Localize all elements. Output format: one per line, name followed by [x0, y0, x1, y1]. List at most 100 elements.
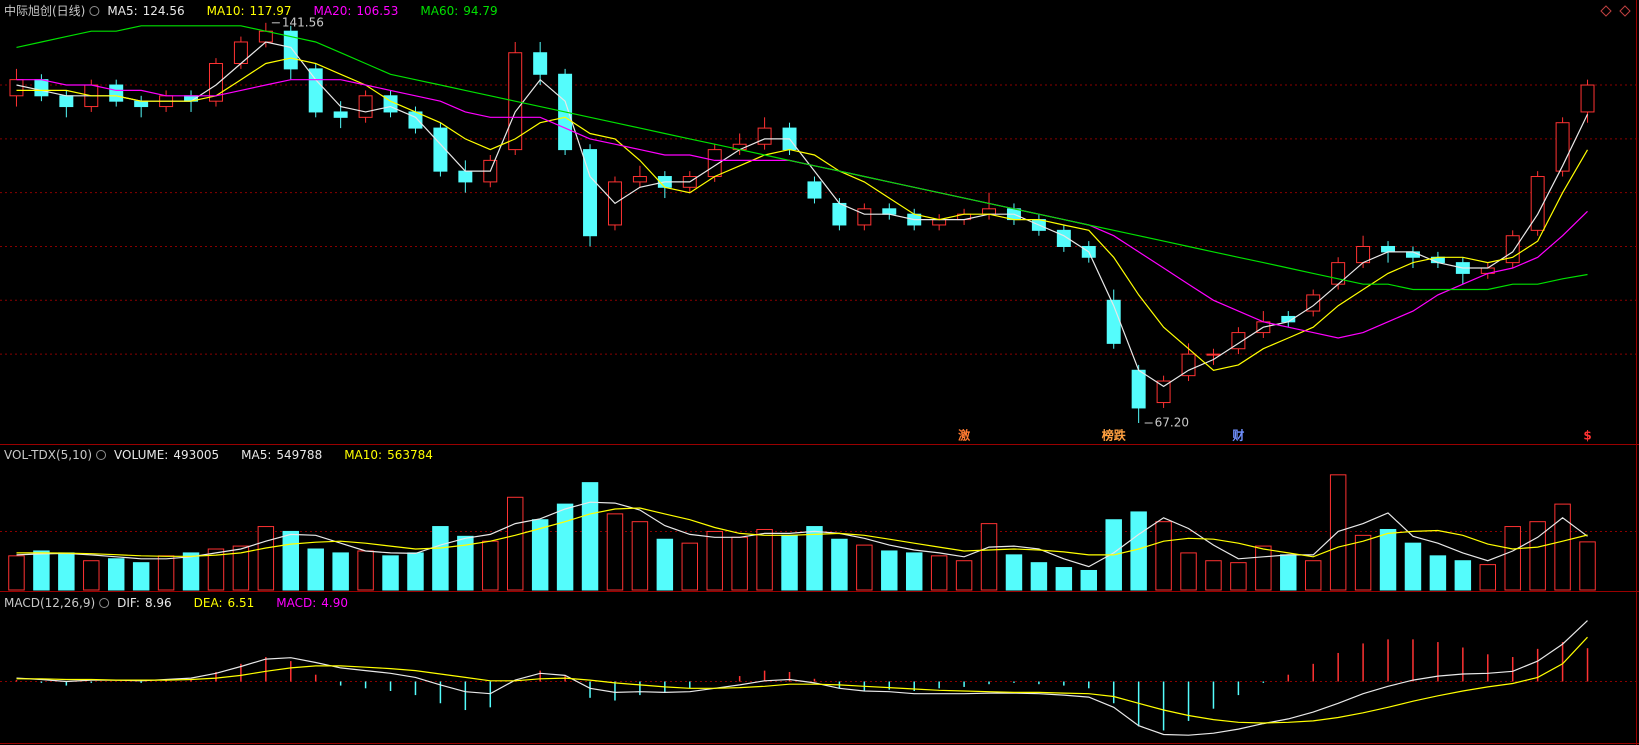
- volume-bar: [33, 550, 50, 591]
- volume-bar: [482, 540, 499, 591]
- candle-body: [1381, 245, 1396, 253]
- candle-body: [208, 63, 223, 102]
- ma-line: [16, 636, 1588, 724]
- legend-value: 106.53: [356, 4, 398, 18]
- candle-body: [1505, 235, 1520, 264]
- event-marker: 财: [1231, 428, 1244, 443]
- volume-bar: [307, 548, 324, 591]
- legend: 中际旭创(日线) MA5: 124.56 MA10: 117.97 MA20: 106.53…: [4, 3, 498, 18]
- candle-body: [1306, 294, 1321, 312]
- candle-body: [433, 127, 448, 172]
- candle-body: [34, 79, 49, 97]
- legend-name: MACD:: [276, 596, 316, 610]
- volume-bar: [1005, 554, 1023, 591]
- volume-bar: [531, 519, 549, 591]
- candle-body: [1156, 380, 1171, 404]
- volume-bar: [1180, 552, 1197, 591]
- volume-bar: [1155, 521, 1172, 591]
- volume-bar: [1379, 528, 1397, 591]
- volume-bar: [8, 555, 25, 591]
- event-marker: 榜跌: [1102, 428, 1127, 443]
- volume-bar: [1404, 542, 1422, 591]
- event-marker: 激: [958, 428, 970, 443]
- volume-bar: [257, 526, 275, 591]
- volume-bar: [1579, 541, 1596, 591]
- volume-bar: [457, 535, 474, 591]
- volume-bar: [132, 562, 150, 591]
- legend-name: MA5:: [241, 448, 271, 462]
- candle-body: [109, 84, 124, 102]
- candle-body: [258, 30, 273, 43]
- legend: VOL-TDX(5,10) VOLUME: 493005 MA5: 549788 MA10…: [4, 448, 433, 462]
- volume-bar: [706, 530, 723, 591]
- candle-body: [882, 208, 897, 215]
- legend-value: 493005: [173, 448, 219, 462]
- dropdown-icon[interactable]: [89, 6, 100, 16]
- legend-value: 117.97: [250, 4, 292, 18]
- volume-bar: [731, 536, 748, 591]
- volume-bar: [1329, 474, 1347, 591]
- volume-bar: [1504, 526, 1521, 591]
- volume-bar: [107, 558, 125, 591]
- candle-body: [458, 170, 473, 183]
- volume-bar: [930, 555, 948, 591]
- candle-body: [308, 68, 323, 113]
- candle-body: [1555, 122, 1570, 172]
- volume-bar: [955, 560, 973, 591]
- legend-value: 563784: [387, 448, 433, 462]
- dropdown-icon[interactable]: [96, 450, 107, 460]
- candle-body: [9, 79, 24, 97]
- ma-line: [16, 501, 1588, 568]
- volume-bar: [182, 552, 200, 591]
- volume-bar: [58, 552, 75, 591]
- volume-bar: [1055, 567, 1073, 591]
- volume-bar: [83, 560, 100, 591]
- volume-bar: [1354, 534, 1372, 591]
- volume-bar: [1304, 560, 1322, 591]
- event-marker: $: [1583, 429, 1591, 443]
- legend-name: MA10:: [207, 4, 245, 18]
- dropdown-icon[interactable]: [99, 598, 110, 608]
- volume-bar: [556, 503, 574, 591]
- ma-line: [16, 25, 1588, 291]
- volume-bar: [1280, 554, 1297, 591]
- legend-name: MA10:: [344, 448, 382, 462]
- volume-bar: [881, 550, 898, 591]
- volume-bar: [282, 530, 300, 591]
- toggle-icon[interactable]: [1619, 5, 1631, 17]
- volume-bar: [631, 521, 649, 591]
- legend-name: MA5:: [107, 4, 137, 18]
- volume-bar: [506, 496, 524, 591]
- volume-bar: [207, 548, 225, 591]
- indicator-title: 中际旭创(日线): [4, 3, 85, 18]
- candle-body: [832, 202, 847, 226]
- candle-body: [982, 208, 997, 215]
- candle-body: [134, 100, 149, 108]
- volume-bar: [1429, 555, 1447, 591]
- volume-bar: [831, 538, 848, 591]
- volume-bar: [756, 528, 773, 591]
- indicator-title: MACD(12,26,9): [4, 596, 95, 610]
- volume-bar: [332, 552, 349, 591]
- plot-layer: 141.56 67.20 激 榜跌 财 $ 中际旭创(日线) MA5: 124.56 MA10: 1…: [0, 3, 1636, 736]
- candle-body: [757, 127, 772, 145]
- candle-body: [632, 176, 647, 183]
- candle-body: [1580, 84, 1595, 113]
- legend-value: 8.96: [145, 596, 172, 610]
- candle-body: [1530, 176, 1545, 231]
- legend-name: DIF:: [117, 596, 140, 610]
- legend-name: DEA:: [194, 596, 223, 610]
- legend-value: 6.51: [228, 596, 255, 610]
- volume-bar: [1454, 560, 1472, 591]
- volume-bar: [856, 544, 873, 591]
- candle-body: [1206, 353, 1221, 356]
- volume-bar: [980, 523, 998, 591]
- volume-bar: [157, 555, 175, 591]
- legend-name: MA20:: [314, 4, 352, 18]
- volume-bar: [407, 552, 424, 591]
- candle-body: [932, 219, 947, 226]
- toggle-icon[interactable]: [1600, 5, 1612, 17]
